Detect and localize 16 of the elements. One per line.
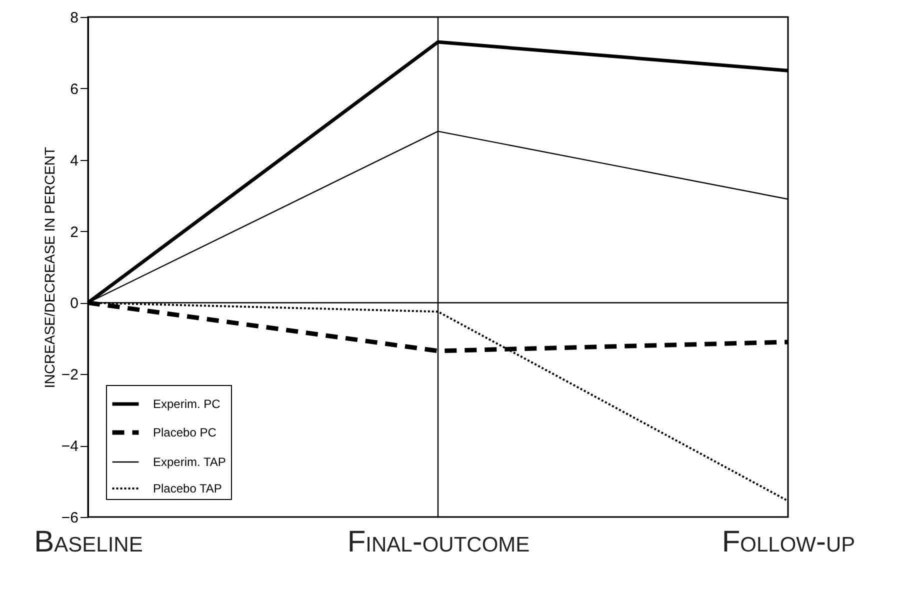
x-tick-label: Follow-up	[722, 526, 856, 558]
y-tick-label: 0	[70, 295, 78, 312]
x-tick-label: Final-outcome	[347, 526, 530, 558]
y-tick-label: 6	[70, 80, 78, 98]
y-axis-title: INCREASE/DECREASE IN PERCENT	[41, 146, 58, 388]
y-tick-label: −2	[61, 366, 78, 384]
legend-label: Experim. TAP	[153, 455, 226, 469]
y-tick-label: −4	[61, 438, 78, 456]
y-tick-label: 8	[70, 10, 78, 26]
x-tick-label: Baseline	[34, 526, 143, 558]
y-tick-label: 4	[70, 152, 78, 170]
y-tick-label: 2	[70, 224, 78, 241]
y-tick-label: −6	[61, 510, 78, 526]
legend-label: Experim. PC	[153, 397, 221, 411]
legend-label: Placebo PC	[153, 426, 217, 440]
legend-label: Placebo TAP	[153, 482, 222, 496]
